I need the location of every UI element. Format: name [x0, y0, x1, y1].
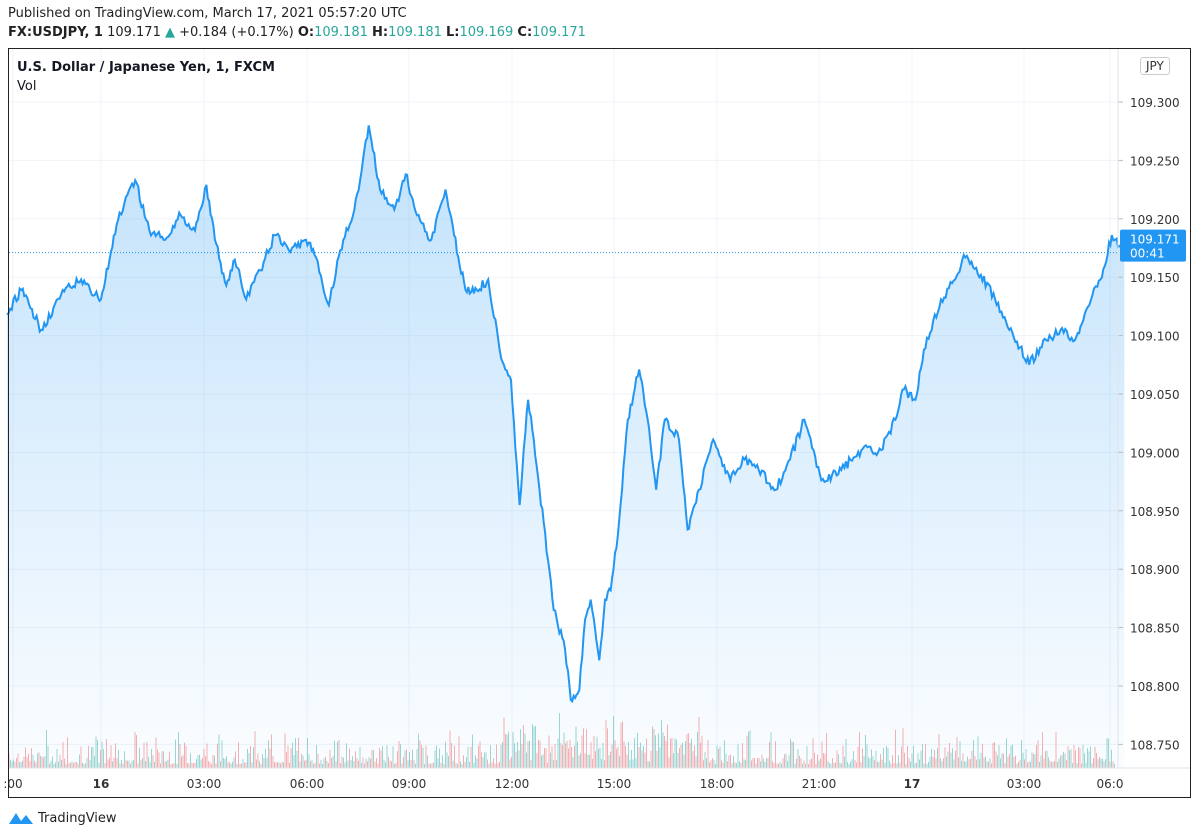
y-tick-label: 109.200 [1130, 213, 1180, 227]
y-tick-label: 109.000 [1130, 446, 1180, 460]
y-tick-label: 109.150 [1130, 271, 1180, 285]
footer-brand: TradingView [8, 810, 117, 826]
y-tick-label: 108.800 [1130, 680, 1180, 694]
y-tick-label: 109.050 [1130, 388, 1180, 402]
last-price-label [1120, 229, 1186, 262]
last-price-text: 109.171 [1130, 233, 1180, 247]
tradingview-logo-icon [9, 813, 33, 824]
currency-button[interactable]: JPY [1140, 57, 1170, 75]
chart-title: U.S. Dollar / Japanese Yen, 1, FXCM [17, 60, 275, 75]
price-line [6, 125, 1126, 704]
published-info: Published on TradingView.com, March 17, … [8, 6, 407, 21]
x-tick-label: 03:00 [1007, 777, 1042, 791]
low-value: 109.169 [459, 25, 514, 40]
x-tick-label: 12:00 [495, 777, 530, 791]
up-triangle-icon: ▲ [165, 25, 175, 40]
close-value: 109.171 [532, 25, 586, 40]
y-tick-label: 108.750 [1130, 738, 1180, 752]
x-tick-label: 06:0 [1097, 777, 1124, 791]
bar-countdown: 00:41 [1130, 247, 1165, 261]
symbol: FX:USDJPY, 1 [8, 25, 103, 40]
y-tick-label: 109.250 [1130, 154, 1180, 168]
y-tick-label: 109.300 [1130, 96, 1180, 110]
last-price: 109.171 [107, 25, 161, 40]
x-tick-label: 15:00 [597, 777, 632, 791]
low-label: L: [446, 25, 460, 40]
x-tick-label: 03:00 [187, 777, 222, 791]
x-tick-label: 09:00 [392, 777, 427, 791]
close-label: C: [517, 25, 533, 40]
y-tick-label: 108.950 [1130, 505, 1180, 519]
x-tick-label: 16 [93, 777, 110, 791]
high-value: 109.181 [388, 25, 442, 40]
y-tick-label: 108.850 [1130, 622, 1180, 636]
chart-frame [8, 48, 1191, 798]
x-tick-label: 17 [904, 777, 921, 791]
x-tick-label: 06:00 [290, 777, 325, 791]
symbol-bar: FX:USDJPY, 1 109.171 ▲ +0.184 (+0.17%) O… [8, 25, 586, 40]
price-area-fill [7, 125, 1125, 768]
price-change: +0.184 (+0.17%) [179, 25, 294, 40]
y-tick-label: 108.900 [1130, 563, 1180, 577]
x-tick-label: 21:00 [802, 777, 837, 791]
high-label: H: [372, 25, 389, 40]
x-tick-label: 18:00 [700, 777, 735, 791]
open-value: 109.181 [314, 25, 368, 40]
y-tick-label: 109.100 [1130, 330, 1180, 344]
volume-label: Vol [17, 79, 37, 94]
brand-name: TradingView [38, 810, 117, 826]
open-label: O: [297, 25, 315, 40]
